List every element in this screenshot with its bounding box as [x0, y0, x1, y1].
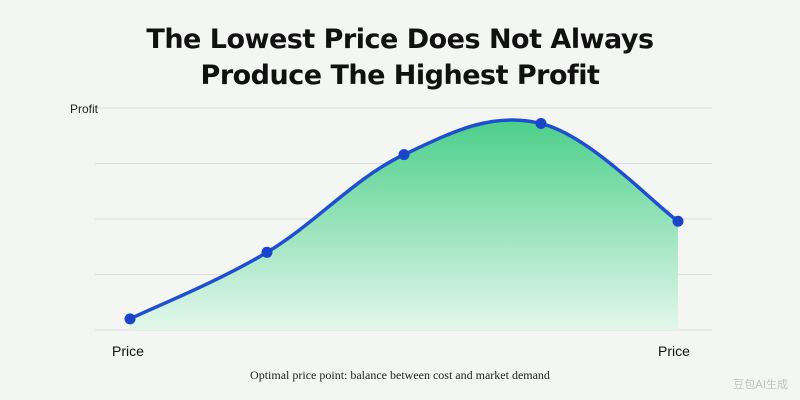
- chart-title: The Lowest Price Does Not Always Produce…: [0, 22, 800, 94]
- data-point: [261, 246, 273, 258]
- chart-title-line-1: The Lowest Price Does Not Always: [146, 24, 654, 55]
- watermark: 豆包AI生成: [733, 378, 788, 391]
- x-axis-label-right: Price: [658, 343, 690, 359]
- data-point: [535, 118, 547, 130]
- chart-caption: Optimal price point: balance between cos…: [250, 368, 550, 382]
- data-point: [672, 215, 684, 227]
- y-axis-label: Profit: [70, 102, 99, 116]
- x-axis-label-left: Price: [112, 343, 144, 359]
- profit-area-fill: [130, 119, 678, 330]
- data-point: [124, 313, 136, 325]
- data-point: [398, 149, 410, 161]
- chart-title-line-2: Produce The Highest Profit: [200, 60, 600, 91]
- data-point-markers: [124, 118, 684, 325]
